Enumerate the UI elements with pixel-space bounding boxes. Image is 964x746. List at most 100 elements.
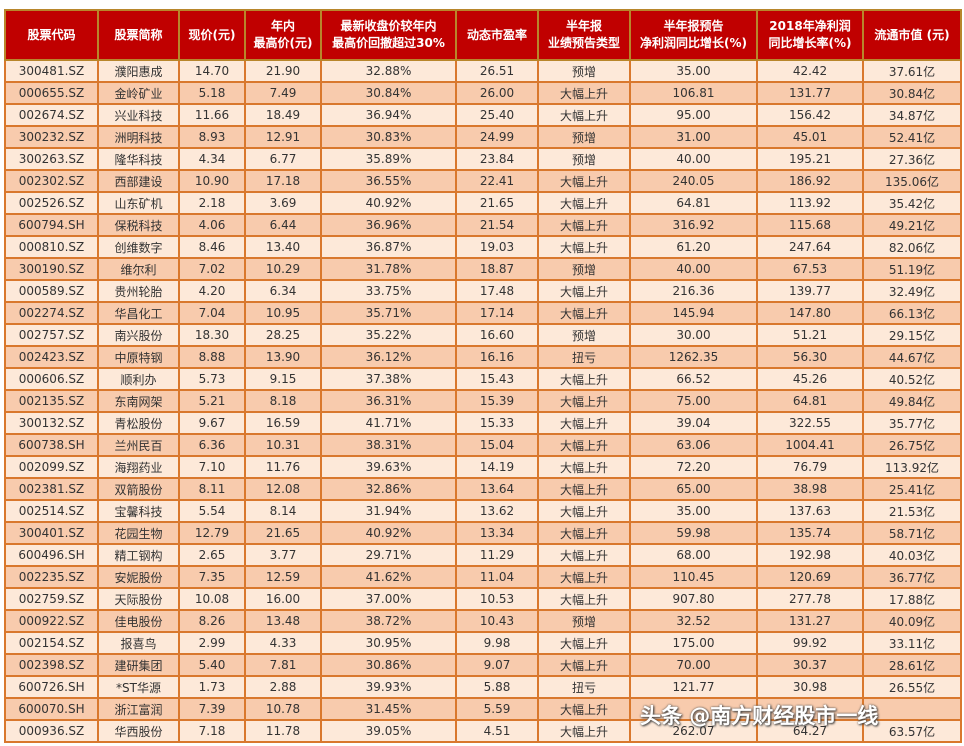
- table-cell: 63.06: [629, 433, 758, 457]
- table-cell: 002674.SZ: [4, 103, 99, 127]
- table-cell: 15.43: [455, 367, 539, 391]
- table-cell: 277.78: [756, 587, 864, 611]
- table-row: 002381.SZ 双箭股份 8.11 12.08 32.86% 13.64 大幅上升 65.…: [4, 477, 962, 501]
- table-row: 002398.SZ 建研集团 5.40 7.81 30.86% 9.07 大幅上升 70.00…: [4, 653, 962, 677]
- table-cell: 002099.SZ: [4, 455, 99, 479]
- table-cell: 42.42: [756, 59, 864, 83]
- table-cell: 8.14: [244, 499, 322, 523]
- table-cell: 002235.SZ: [4, 565, 99, 589]
- table-cell: 40.00: [629, 257, 758, 281]
- table-cell: 36.55%: [320, 169, 457, 193]
- table-cell: 南兴股份: [97, 323, 180, 347]
- table-cell: 报喜鸟: [97, 631, 180, 655]
- table-cell: 10.78: [244, 697, 322, 721]
- table-cell: 139.77: [756, 279, 864, 303]
- table-cell: 002759.SZ: [4, 587, 99, 611]
- table-cell: 21.90: [244, 59, 322, 83]
- table-cell: 青松股份: [97, 411, 180, 435]
- table-row: 300481.SZ 濮阳惠成 14.70 21.90 32.88% 26.51 预增 35.0…: [4, 59, 962, 83]
- table-cell: 预增: [537, 609, 631, 633]
- table-cell: 21.65: [244, 521, 322, 545]
- table-cell: 000655.SZ: [4, 81, 99, 105]
- table-cell: 4.34: [178, 147, 246, 171]
- table-cell: 35.22%: [320, 323, 457, 347]
- table-cell: 安妮股份: [97, 565, 180, 589]
- table-cell: 113.92: [756, 191, 864, 215]
- table-cell: 大幅上升: [537, 103, 631, 127]
- table-cell: 32.88%: [320, 59, 457, 83]
- table-cell: 32.49亿: [862, 279, 962, 303]
- table-cell: 147.80: [756, 301, 864, 325]
- table-cell: 37.61亿: [862, 59, 962, 83]
- table-cell: 预增: [537, 125, 631, 149]
- table-cell: 8.18: [244, 389, 322, 413]
- table-cell: 11.29: [455, 543, 539, 567]
- table-cell: 大幅上升: [537, 697, 631, 721]
- table-cell: 322.55: [756, 411, 864, 435]
- table-cell: 隆华科技: [97, 147, 180, 171]
- table-cell: 16.59: [244, 411, 322, 435]
- table-cell: 33.75%: [320, 279, 457, 303]
- table-cell: 600496.SH: [4, 543, 99, 567]
- table-cell: 002302.SZ: [4, 169, 99, 193]
- table-cell: 115.68: [756, 213, 864, 237]
- table-cell: 39.93%: [320, 675, 457, 699]
- table-cell: 5.40: [178, 653, 246, 677]
- table-cell: 26.00: [455, 81, 539, 105]
- table-cell: 4.51: [455, 719, 539, 743]
- table-cell: 贵州轮胎: [97, 279, 180, 303]
- table-cell: 000606.SZ: [4, 367, 99, 391]
- table-cell: 64.27: [756, 719, 864, 743]
- table-cell: 247.64: [756, 235, 864, 259]
- table-cell: 9.07: [455, 653, 539, 677]
- table-cell: 61.20: [629, 235, 758, 259]
- column-header: 2018年净利润 同比增长率(%): [756, 9, 864, 61]
- table-cell: 兰州民百: [97, 433, 180, 457]
- table-cell: 002154.SZ: [4, 631, 99, 655]
- table-row: 002759.SZ 天际股份 10.08 16.00 37.00% 10.53 大幅上升 90…: [4, 587, 962, 611]
- table-cell: 72.20: [629, 455, 758, 479]
- table-cell: 40.00: [629, 147, 758, 171]
- table-cell: 8.46: [178, 235, 246, 259]
- table-cell: 山东矿机: [97, 191, 180, 215]
- table-cell: 4.33: [244, 631, 322, 655]
- table-cell: 濮阳惠成: [97, 59, 180, 83]
- table-cell: 扭亏: [537, 345, 631, 369]
- table-cell: 11.78: [244, 719, 322, 743]
- table-cell: 5.73: [178, 367, 246, 391]
- table-cell: 11.76: [244, 455, 322, 479]
- column-header: 半年报预告 净利润同比增长(%): [629, 9, 758, 61]
- table-cell: 600794.SH: [4, 213, 99, 237]
- table-cell: 东南网架: [97, 389, 180, 413]
- table-cell: 39.04: [629, 411, 758, 435]
- table-cell: 7.39: [178, 697, 246, 721]
- table-cell: 8.11: [178, 477, 246, 501]
- table-cell: 5.88: [455, 675, 539, 699]
- table-cell: *ST华源: [97, 675, 180, 699]
- table-cell: 56.30: [756, 345, 864, 369]
- table-cell: 28.25: [244, 323, 322, 347]
- table-cell: 000589.SZ: [4, 279, 99, 303]
- table-cell: 300263.SZ: [4, 147, 99, 171]
- table-cell: 10.95: [244, 301, 322, 325]
- table-cell: 35.77亿: [862, 411, 962, 435]
- table-cell: 大幅上升: [537, 301, 631, 325]
- table-cell: 65.00: [629, 477, 758, 501]
- table-cell: 49.84亿: [862, 389, 962, 413]
- table-row: 600738.SH 兰州民百 6.36 10.31 38.31% 15.04 大幅上升 63.…: [4, 433, 962, 457]
- table-cell: 大幅上升: [537, 235, 631, 259]
- table-cell: 12.79: [178, 521, 246, 545]
- table-cell: 大幅上升: [537, 521, 631, 545]
- table-cell: 600726.SH: [4, 675, 99, 699]
- table-cell: 76.79: [756, 455, 864, 479]
- table-cell: 002757.SZ: [4, 323, 99, 347]
- table-cell: 300190.SZ: [4, 257, 99, 281]
- table-cell: 39.05%: [320, 719, 457, 743]
- table-cell: 51.19亿: [862, 257, 962, 281]
- table-row: 002099.SZ 海翔药业 7.10 11.76 39.63% 14.19 大幅上升 72.…: [4, 455, 962, 479]
- table-cell: 37.00%: [320, 587, 457, 611]
- table-cell: 5.21: [178, 389, 246, 413]
- table-cell: 121.77: [629, 675, 758, 699]
- table-cell: 41.71%: [320, 411, 457, 435]
- table-cell: 18.49: [244, 103, 322, 127]
